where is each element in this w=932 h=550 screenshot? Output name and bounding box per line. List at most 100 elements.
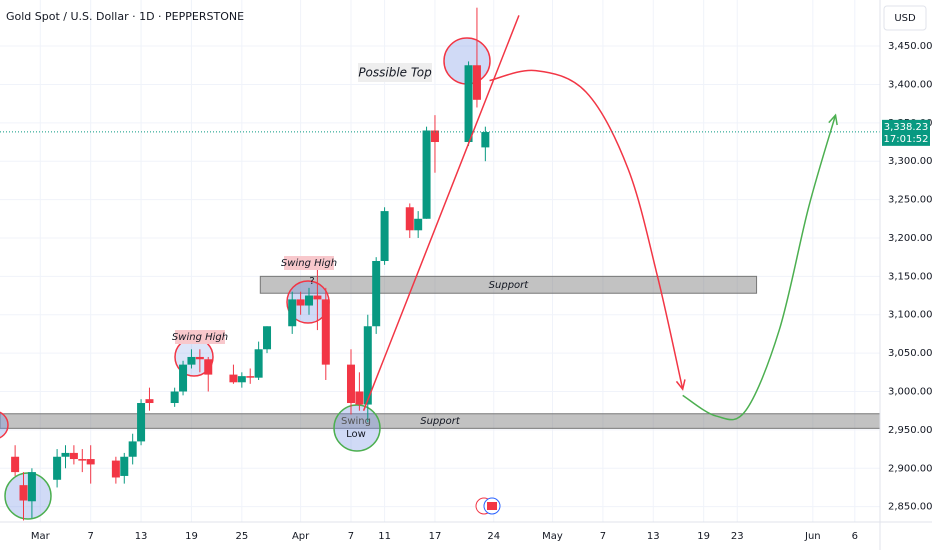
candle-body [145, 399, 154, 404]
x-tick-label: 13 [647, 531, 660, 542]
x-tick-label: 24 [487, 531, 500, 542]
candle-body [86, 459, 95, 465]
circle [333, 404, 381, 452]
annotation: Swing [341, 416, 371, 427]
x-tick-label: 7 [348, 531, 354, 542]
annotation-bg [284, 256, 334, 270]
candle-body [288, 299, 297, 327]
grid [0, 0, 880, 522]
candle-body [380, 211, 389, 261]
event-icons [475, 497, 501, 515]
candle-body [11, 456, 20, 473]
countdown: 17:01:52 [884, 134, 929, 145]
circle [0, 411, 9, 439]
candle-body [414, 218, 423, 231]
candle-body [372, 261, 381, 327]
projection-curve [489, 69, 684, 390]
candle-body [305, 295, 314, 306]
candle-body [464, 65, 473, 143]
arrowhead [828, 113, 838, 126]
candle-body [254, 349, 263, 378]
x-tick-label: Jun [804, 531, 821, 542]
candle-body [355, 391, 364, 405]
candle-body [19, 485, 28, 501]
x-tick-label: 23 [731, 531, 744, 542]
candle-body [363, 326, 372, 405]
currency: USD [894, 13, 916, 24]
annotation: Swing High [281, 258, 337, 269]
y-tick-label: 3,050.00 [888, 348, 932, 359]
candle-body [296, 299, 305, 306]
x-tick-label: 25 [235, 531, 248, 542]
x-tick-label: 11 [378, 531, 391, 542]
x-tick-label: 17 [429, 531, 442, 542]
y-tick-label: 2,950.00 [888, 425, 932, 436]
annotation-bg [175, 330, 225, 344]
y-tick-label: 3,400.00 [888, 79, 932, 90]
candle-body [229, 374, 238, 383]
candle-body [321, 299, 330, 365]
candle-body [137, 403, 146, 442]
candle-body [313, 295, 322, 300]
candle-body [263, 326, 272, 350]
overlays: Support Support [0, 15, 880, 427]
x-tick-label: 7 [87, 531, 93, 542]
annotation: Swing High [172, 332, 228, 343]
arrowhead [675, 379, 686, 391]
candle-body [195, 356, 204, 360]
annotation: Low [346, 429, 366, 440]
candle-body [204, 359, 213, 375]
candle-body [405, 207, 414, 231]
x-tick-label: 7 [600, 531, 606, 542]
candle-body [120, 456, 129, 476]
candle-body [472, 65, 481, 100]
price-label-bg [882, 119, 930, 146]
y-tick-label: 3,150.00 [888, 271, 932, 282]
y-tick-label: 2,850.00 [888, 502, 932, 513]
support-zone [259, 275, 758, 294]
zone-label: Support [489, 280, 530, 291]
candle-body [128, 441, 137, 457]
candle-body [111, 460, 120, 478]
candle-body [481, 132, 490, 148]
candle-body [27, 472, 36, 502]
annotation: Possible Top [358, 66, 432, 80]
icon [487, 502, 497, 510]
price-label: 3,338.23 [884, 122, 929, 133]
x-tick-label: 13 [135, 531, 148, 542]
zone-label: Support [420, 416, 461, 427]
candle-body [346, 364, 355, 404]
candle-body [69, 452, 78, 460]
y-tick-label: 3,100.00 [888, 310, 932, 321]
x-tick-label: 6 [852, 531, 858, 542]
candle-body [170, 391, 179, 404]
y-tick-label: 3,450.00 [888, 41, 932, 52]
trendline [362, 15, 520, 411]
y-tick-label: 3,000.00 [888, 387, 932, 398]
currency-box [883, 5, 927, 31]
x-tick-label: Mar [31, 531, 51, 542]
chart-title: Gold Spot / U.S. Dollar · 1D · PEPPERSTO… [6, 10, 244, 23]
candle-body [78, 459, 87, 461]
candle-body [179, 364, 188, 392]
candles [11, 7, 490, 521]
y-tick-label: 3,300.00 [888, 156, 932, 167]
annotation: ? [309, 276, 314, 287]
candle-body [246, 376, 255, 378]
y-tick-label: 3,250.00 [888, 195, 932, 206]
candle-body [430, 130, 439, 143]
x-tick-label: Apr [292, 531, 310, 542]
x-tick-label: 19 [697, 531, 710, 542]
x-tick-label: 19 [185, 531, 198, 542]
y-tick-label: 2,900.00 [888, 463, 932, 474]
candle-body [422, 130, 431, 219]
annotation-bg [358, 63, 432, 82]
y-tick-label: 3,200.00 [888, 233, 932, 244]
candle-body [61, 452, 70, 457]
projection-curve [682, 114, 837, 421]
candle-body [237, 376, 246, 383]
x-tick-label: May [542, 531, 563, 542]
candle-body [53, 456, 62, 480]
